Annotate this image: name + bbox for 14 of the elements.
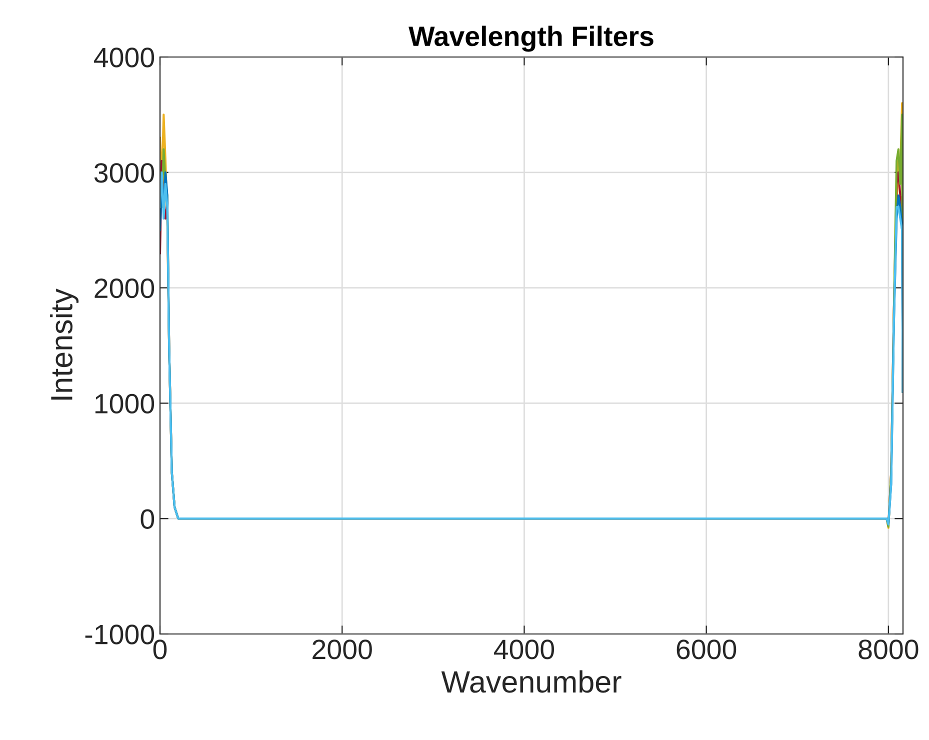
y-tick-label: 1000 [95, 394, 154, 414]
x-tick-label: 0 [153, 640, 167, 660]
y-tick-label: 4000 [94, 48, 154, 68]
x-tick-label: 4000 [494, 640, 554, 660]
y-tick-label: 0 [140, 509, 154, 529]
x-tick-label: 6000 [676, 640, 736, 660]
chart-title: Wavelength Filters [408, 26, 654, 52]
y-tick-label: -1000 [85, 624, 154, 644]
x-axis-title: Wavenumber [441, 670, 622, 693]
y-tick-label: 2000 [94, 278, 154, 298]
x-tick-label: 8000 [858, 640, 918, 660]
y-tick-label: 3000 [94, 163, 154, 183]
x-tick-label: 2000 [312, 640, 372, 660]
y-axis-title: Intensity [50, 288, 79, 400]
